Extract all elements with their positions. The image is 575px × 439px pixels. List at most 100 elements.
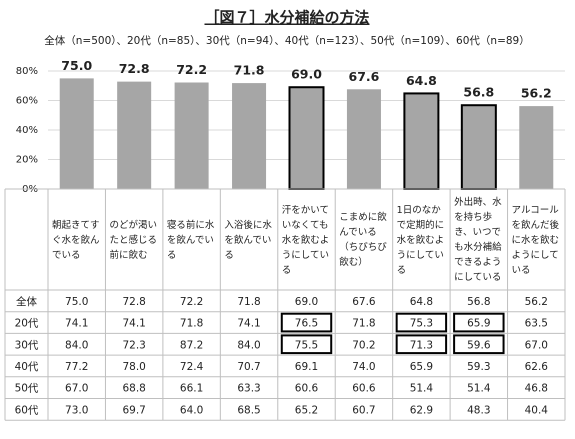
table-cell: 63.3 (237, 383, 260, 395)
table-cell: 70.7 (237, 361, 260, 373)
table-cell: 40.4 (525, 404, 549, 416)
table-cell: 59.3 (467, 361, 490, 373)
table-cell: 56.2 (525, 296, 548, 308)
bar (59, 78, 94, 189)
table-cell: 67.0 (525, 339, 548, 351)
value-label: 72.8 (119, 61, 150, 76)
table-cell: 65.9 (410, 361, 433, 373)
table-cell: 48.3 (467, 404, 490, 416)
y-tick-label: 60% (16, 96, 38, 107)
cell-highlight (453, 334, 505, 355)
table-cell: 74.1 (65, 318, 88, 330)
category-label: のどが渇いたと感じる前に飲む (109, 219, 157, 261)
bar (232, 83, 267, 189)
table-cell: 56.8 (467, 296, 490, 308)
table-cell: 78.0 (122, 361, 145, 373)
table-cell: 72.2 (180, 296, 203, 308)
table-cell: 68.8 (122, 383, 145, 395)
table-cell: 75.5 (295, 339, 318, 351)
table-cell: 71.8 (352, 318, 375, 330)
table-cell: 60.7 (352, 404, 375, 416)
table-cell: 63.5 (525, 318, 548, 330)
bar (174, 82, 209, 189)
table-cell: 51.4 (410, 383, 434, 395)
table-cell: 73.0 (65, 404, 88, 416)
y-tick-label: 40% (16, 125, 38, 136)
table-cell: 46.8 (525, 383, 548, 395)
row-label: 40代 (15, 361, 39, 373)
cell-highlight (395, 334, 448, 355)
table-cell: 68.5 (237, 404, 260, 416)
y-tick-label: 20% (16, 155, 38, 166)
value-label: 64.8 (406, 73, 437, 88)
table-cell: 76.5 (295, 318, 318, 330)
table-cell: 70.2 (352, 339, 375, 351)
table-cell: 84.0 (65, 339, 88, 351)
table-cell: 51.4 (467, 383, 491, 395)
table-cell: 60.6 (352, 383, 376, 395)
bar (519, 106, 554, 189)
bar (403, 92, 440, 190)
cell-highlight (395, 312, 448, 333)
table-cell: 64.0 (180, 404, 203, 416)
category-label: アルコールを飲んだ後に水を飲むようにしている (511, 204, 560, 276)
category-label: 朝起きてすぐ水を飲んでいる (52, 219, 100, 261)
table-cell: 72.8 (122, 296, 145, 308)
category-label: 入浴後に水を飲んでいる (224, 219, 272, 261)
value-label: 75.0 (61, 58, 92, 73)
bar (460, 104, 497, 190)
category-label: こまめに飲んでいる（ちびちび飲む） (339, 212, 387, 268)
value-label: 56.2 (521, 86, 552, 101)
value-label: 56.8 (463, 85, 494, 100)
bar (117, 81, 152, 189)
table-cell: 69.1 (295, 361, 318, 373)
table-cell: 65.2 (295, 404, 318, 416)
table-cell: 72.4 (180, 361, 204, 373)
table-cell: 75.3 (410, 318, 433, 330)
value-label: 67.6 (349, 69, 380, 84)
row-label: 60代 (15, 404, 39, 416)
category-label: 寝る前に水を飲んでいる (166, 219, 215, 261)
table-cell: 75.0 (65, 296, 88, 308)
table-cell: 67.6 (352, 296, 376, 308)
chart-subtitle: 全体（n=500）、20代（n=85）、30代（n=94）、40代（n=123）… (44, 34, 529, 47)
table-cell: 71.3 (410, 339, 433, 351)
y-tick-label: 80% (16, 66, 38, 77)
row-label: 50代 (15, 383, 39, 395)
value-label: 72.2 (176, 62, 207, 77)
row-label: 30代 (15, 339, 39, 351)
table-cell: 69.0 (295, 296, 318, 308)
cell-highlight (453, 312, 505, 333)
table-cell: 84.0 (237, 339, 260, 351)
value-label: 71.8 (234, 63, 265, 78)
value-label: 69.0 (291, 67, 322, 82)
table-cell: 74.1 (122, 318, 145, 330)
bar (288, 86, 325, 190)
table-cell: 62.9 (410, 404, 433, 416)
table-cell: 65.9 (467, 318, 490, 330)
row-label: 全体 (16, 295, 37, 308)
table-cell: 67.0 (65, 383, 88, 395)
table-cell: 59.6 (467, 339, 491, 351)
table-cell: 74.0 (352, 361, 375, 373)
table-cell: 64.8 (410, 296, 433, 308)
cell-highlight (280, 312, 333, 333)
table-cell: 77.2 (65, 361, 88, 373)
bar (346, 89, 381, 189)
row-label: 20代 (15, 318, 39, 330)
table-cell: 62.6 (525, 361, 549, 373)
table-cell: 69.7 (122, 404, 145, 416)
cell-highlight (280, 334, 333, 355)
category-label: 汗をかいていなくても水を飲むようにしている (281, 204, 330, 276)
category-label: 1日のなかで定期的に水を飲むようにしている (396, 204, 445, 276)
table-cell: 66.1 (180, 383, 203, 395)
table-cell: 87.2 (180, 339, 203, 351)
chart-title: ［図７］水分補給の方法 (204, 9, 369, 27)
table-cell: 71.8 (180, 318, 203, 330)
table-cell: 72.3 (122, 339, 145, 351)
table-cell: 71.8 (237, 296, 260, 308)
table-cell: 74.1 (237, 318, 260, 330)
category-label: 外出時、水を持ち歩き、いつでも水分補給できるようにしている (454, 197, 502, 283)
